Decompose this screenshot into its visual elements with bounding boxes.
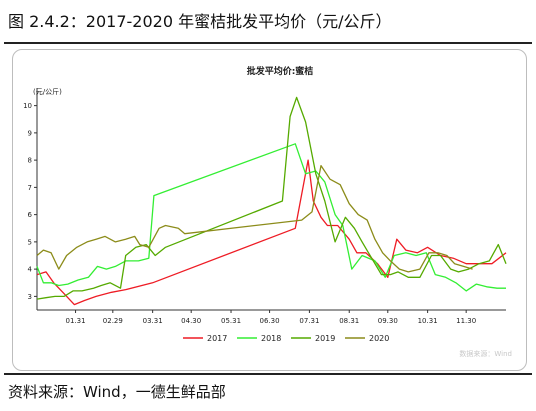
y-axis-unit: (元/公斤) — [33, 87, 62, 96]
chart-title: 批发平均价:蜜桔 — [247, 65, 314, 77]
x-tick-label: 10.31 — [418, 317, 438, 325]
series-line-2020 — [36, 164, 473, 273]
y-tick-label: 8 — [28, 157, 32, 165]
legend: 2017 2018 2019 2020 — [183, 334, 389, 343]
x-tick-label: 11.30 — [456, 317, 476, 325]
watermark: 数据来源：Wind — [459, 349, 512, 358]
series-line-2019 — [36, 96, 507, 300]
y-tick-label: 4 — [28, 266, 33, 274]
legend-label-2017: 2017 — [207, 334, 227, 343]
legend-label-2018: 2018 — [261, 334, 281, 343]
y-tick-label: 6 — [28, 211, 33, 219]
series-line-2018 — [36, 143, 506, 292]
x-tick-label: 03.31 — [143, 317, 163, 325]
axes: 3 4 5 6 7 8 9 10 01.31 02.29 03.31 04.30 05.31 06.30 0… — [23, 88, 506, 325]
x-tick-label: 05.31 — [221, 317, 241, 325]
x-tick-label: 02.29 — [103, 317, 123, 325]
x-tick-label: 06.30 — [260, 317, 280, 325]
x-tick-label: 08.31 — [339, 317, 359, 325]
source-note: 资料来源：Wind，一德生鲜品部 — [8, 383, 226, 401]
x-tick-label: 01.31 — [66, 317, 86, 325]
y-tick-label: 5 — [28, 238, 32, 246]
figure-title: 图 2.4.2：2017-2020 年蜜桔批发平均价（元/公斤） — [8, 12, 392, 31]
x-tick-label: 07.31 — [299, 317, 319, 325]
y-tick-label: 10 — [23, 102, 32, 110]
series-group — [36, 96, 507, 306]
legend-label-2019: 2019 — [315, 334, 335, 343]
legend-label-2020: 2020 — [369, 334, 389, 343]
x-tick-label: 09.30 — [378, 317, 398, 325]
y-tick-label: 3 — [28, 293, 32, 301]
title-rule — [4, 42, 532, 44]
y-tick-label: 9 — [28, 129, 32, 137]
source-rule — [4, 373, 532, 375]
chart-frame — [12, 49, 527, 371]
y-tick-label: 7 — [28, 184, 32, 192]
x-tick-label: 04.30 — [181, 317, 201, 325]
series-line-2017 — [36, 159, 507, 306]
